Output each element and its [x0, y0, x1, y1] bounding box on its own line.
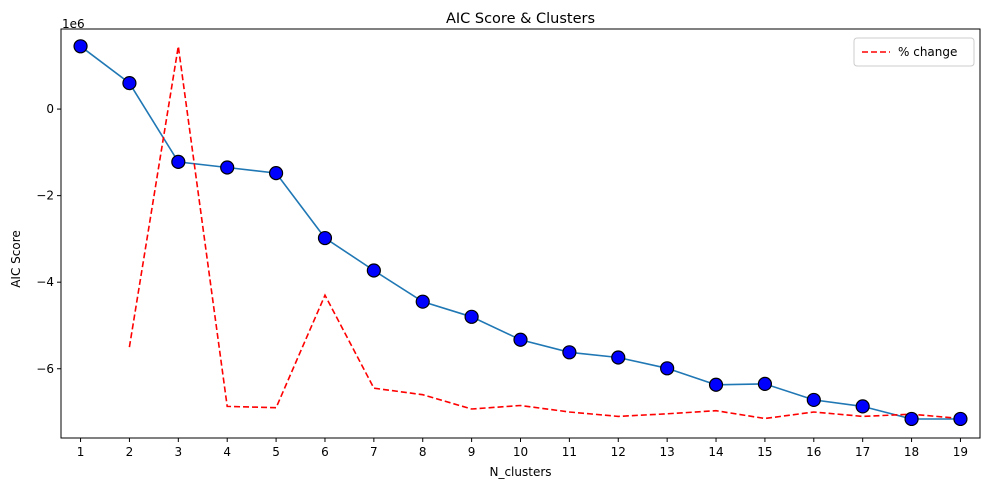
x-tick-label: 9 — [468, 445, 476, 459]
aic-score-point — [366, 263, 381, 278]
aic-score-line — [80, 45, 961, 420]
aic-score-point — [562, 345, 577, 360]
y-axis-label: AIC Score — [9, 230, 23, 288]
legend-label-pct-change: % change — [898, 45, 957, 59]
x-tick-label: 16 — [806, 445, 821, 459]
x-ticks: 1 2 3 4 5 6 7 8 9 10 11 12 13 14 15 16 17 18 19 — [77, 438, 968, 459]
aic-score-point — [611, 350, 626, 365]
legend: % change — [853, 37, 975, 67]
aic-score-point — [855, 399, 870, 414]
y-tick-label: −6 — [36, 362, 54, 376]
aic-score-point — [708, 377, 724, 392]
x-tick-label: 18 — [904, 445, 919, 459]
aic-score-point — [806, 392, 821, 408]
chart-title: AIC Score & Clusters — [446, 11, 595, 27]
x-tick-label: 8 — [419, 445, 427, 459]
plot-area — [73, 39, 968, 427]
aic-score-point — [268, 166, 284, 181]
axes-frame — [60, 28, 981, 439]
aic-score-point — [464, 309, 479, 324]
x-tick-label: 1 — [77, 445, 85, 459]
pct-change-line — [128, 46, 961, 420]
aic-score-point — [317, 230, 333, 246]
x-tick-label: 15 — [757, 445, 772, 459]
aic-score-point — [415, 294, 430, 309]
x-tick-label: 7 — [370, 445, 378, 459]
x-tick-label: 13 — [660, 445, 675, 459]
x-tick-label: 4 — [223, 445, 231, 459]
x-axis-label: N_clusters — [489, 465, 551, 479]
y-tick-label: −2 — [36, 189, 54, 203]
x-tick-label: 17 — [855, 445, 870, 459]
aic-score-point — [660, 361, 675, 376]
x-tick-label: 5 — [272, 445, 280, 459]
x-tick-label: 2 — [126, 445, 134, 459]
legend-box — [853, 37, 975, 67]
aic-score-point — [757, 376, 773, 391]
y-tick-label: −4 — [36, 275, 54, 289]
aic-score-point — [122, 76, 137, 91]
x-tick-label: 3 — [174, 445, 182, 459]
x-tick-label: 19 — [953, 445, 968, 459]
aic-score-point — [220, 160, 235, 175]
x-tick-label: 11 — [562, 445, 577, 459]
x-tick-label: 14 — [708, 445, 723, 459]
y-axis-offset-label: 1e6 — [62, 17, 85, 31]
y-tick-label: 0 — [46, 102, 54, 116]
aic-score-point — [904, 411, 919, 427]
aic-score-point — [513, 332, 528, 347]
aic-score-point — [953, 411, 968, 427]
x-tick-label: 10 — [513, 445, 528, 459]
aic-score-point — [73, 39, 88, 54]
aic-score-point — [171, 154, 186, 169]
y-ticks: 0 −2 −4 −6 — [36, 102, 61, 376]
x-tick-label: 12 — [611, 445, 626, 459]
x-tick-label: 6 — [321, 445, 329, 459]
